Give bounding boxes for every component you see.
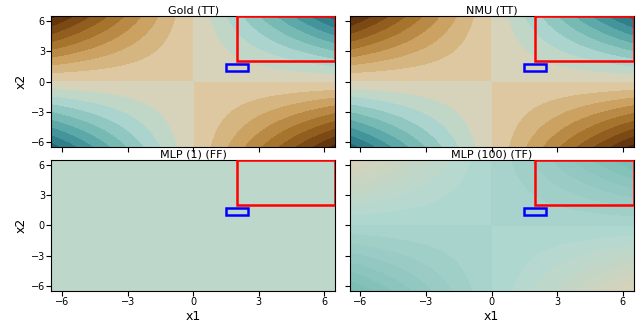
Bar bbox=[237, 160, 335, 205]
Title: MLP (100) (TF): MLP (100) (TF) bbox=[451, 149, 532, 159]
Bar bbox=[535, 160, 634, 205]
Y-axis label: x2: x2 bbox=[15, 74, 28, 89]
Bar bbox=[226, 64, 248, 71]
X-axis label: x1: x1 bbox=[186, 310, 201, 323]
X-axis label: x1: x1 bbox=[484, 310, 499, 323]
Bar bbox=[524, 208, 546, 215]
Bar bbox=[535, 16, 634, 61]
Y-axis label: x2: x2 bbox=[15, 218, 28, 233]
Title: NMU (TT): NMU (TT) bbox=[466, 5, 517, 16]
Bar bbox=[237, 16, 335, 61]
Title: Gold (TT): Gold (TT) bbox=[168, 5, 219, 16]
Bar bbox=[524, 64, 546, 71]
Title: MLP (1) (FF): MLP (1) (FF) bbox=[160, 149, 227, 159]
Bar bbox=[226, 208, 248, 215]
